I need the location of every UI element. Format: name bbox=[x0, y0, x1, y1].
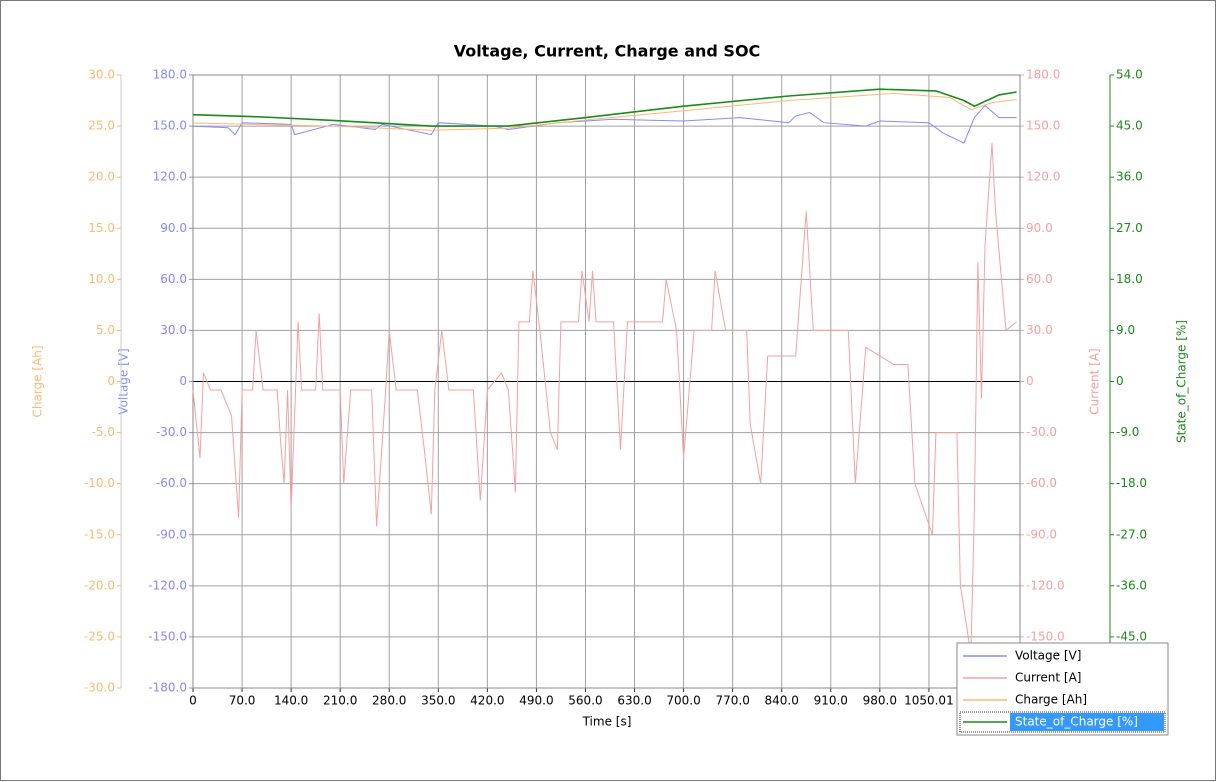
y-tick-label: 0 bbox=[179, 374, 187, 388]
y-tick-label: 15.0 bbox=[88, 221, 115, 235]
y-tick-label: -36.0 bbox=[1116, 578, 1147, 592]
x-tick-label: 560.0 bbox=[568, 694, 602, 708]
x-tick-label: 0 bbox=[189, 694, 197, 708]
legend-label: Voltage [V] bbox=[1015, 649, 1081, 663]
x-tick-label: 210.0 bbox=[323, 694, 357, 708]
x-tick-label: 700.0 bbox=[666, 694, 700, 708]
y-tick-label: 180.0 bbox=[153, 68, 187, 82]
y-tick-label: -5.0 bbox=[92, 425, 115, 439]
x-tick-label: 490.0 bbox=[519, 694, 553, 708]
series-line bbox=[192, 92, 1017, 131]
x-tick-label: 910.0 bbox=[814, 694, 848, 708]
y-tick-label: 27.0 bbox=[1116, 221, 1143, 235]
x-tick-label: 1050.01 bbox=[904, 694, 954, 708]
legend-label: Current [A] bbox=[1015, 671, 1081, 685]
y-tick-label: -20.0 bbox=[84, 578, 115, 592]
y-tick-label: 90.0 bbox=[1026, 221, 1053, 235]
y-tick-label: 18.0 bbox=[1116, 272, 1143, 286]
y-tick-label: 30.0 bbox=[88, 68, 115, 82]
y-axis-title: Charge [Ah] bbox=[31, 345, 45, 417]
y-tick-label: 9.0 bbox=[1116, 323, 1135, 337]
y-axis-title: State_of_Charge [%] bbox=[1175, 320, 1189, 443]
y-tick-label: -90.0 bbox=[156, 527, 187, 541]
x-tick-label: 140.0 bbox=[274, 694, 308, 708]
y-tick-label: -30.0 bbox=[84, 681, 115, 695]
y-tick-label: 0 bbox=[107, 374, 115, 388]
y-tick-label: 0 bbox=[1026, 374, 1034, 388]
y-tick-label: -30.0 bbox=[1026, 425, 1057, 439]
y-tick-label: 25.0 bbox=[88, 119, 115, 133]
y-axis-title: Voltage [V] bbox=[117, 348, 131, 414]
plot-border bbox=[192, 74, 1021, 689]
x-tick-label: 420.0 bbox=[470, 694, 504, 708]
x-tick-label: 980.0 bbox=[863, 694, 897, 708]
y-tick-label: 150.0 bbox=[1026, 119, 1060, 133]
y-tick-label: 54.0 bbox=[1116, 68, 1143, 82]
y-tick-label: 120.0 bbox=[153, 170, 187, 184]
series-line bbox=[192, 104, 1017, 144]
y-tick-label: -27.0 bbox=[1116, 527, 1147, 541]
y-tick-label: 0 bbox=[1116, 374, 1124, 388]
y-tick-label: -120.0 bbox=[148, 578, 187, 592]
y-tick-label: 120.0 bbox=[1026, 170, 1060, 184]
y-tick-label: -10.0 bbox=[84, 476, 115, 490]
y-tick-label: 30.0 bbox=[1026, 323, 1053, 337]
y-tick-label: 30.0 bbox=[160, 323, 187, 337]
legend-label: State_of_Charge [%] bbox=[1015, 715, 1138, 729]
y-tick-label: -150.0 bbox=[1026, 629, 1065, 643]
y-tick-label: 90.0 bbox=[160, 221, 187, 235]
x-tick-label: 280.0 bbox=[372, 694, 406, 708]
x-tick-label: 350.0 bbox=[421, 694, 455, 708]
legend-selected bbox=[1010, 713, 1164, 731]
x-tick-label: 630.0 bbox=[617, 694, 651, 708]
chart-title: Voltage, Current, Charge and SOC bbox=[454, 42, 761, 61]
x-tick-label: 770.0 bbox=[715, 694, 749, 708]
legend-label: Charge [Ah] bbox=[1015, 693, 1087, 707]
x-tick-label: 840.0 bbox=[765, 694, 799, 708]
y-tick-label: 45.0 bbox=[1116, 119, 1143, 133]
x-axis-title: Time [s] bbox=[582, 715, 632, 729]
y-tick-label: 5.0 bbox=[96, 323, 115, 337]
y-tick-label: -180.0 bbox=[148, 681, 187, 695]
y-tick-label: 150.0 bbox=[153, 119, 187, 133]
y-tick-label: 10.0 bbox=[88, 272, 115, 286]
x-tick-label: 70.0 bbox=[229, 694, 256, 708]
y-tick-label: -15.0 bbox=[84, 527, 115, 541]
y-tick-label: -120.0 bbox=[1026, 578, 1065, 592]
series-line bbox=[192, 143, 1017, 654]
y-tick-label: 20.0 bbox=[88, 170, 115, 184]
y-tick-label: -30.0 bbox=[156, 425, 187, 439]
y-tick-label: -9.0 bbox=[1116, 425, 1139, 439]
y-axis-title: Current [A] bbox=[1088, 348, 1102, 414]
y-tick-label: -18.0 bbox=[1116, 476, 1147, 490]
y-tick-label: 36.0 bbox=[1116, 170, 1143, 184]
y-tick-label: -90.0 bbox=[1026, 527, 1057, 541]
y-tick-label: -150.0 bbox=[148, 629, 187, 643]
y-tick-label: 60.0 bbox=[1026, 272, 1053, 286]
y-tick-label: -25.0 bbox=[84, 629, 115, 643]
y-tick-label: 60.0 bbox=[160, 272, 187, 286]
y-tick-label: 180.0 bbox=[1026, 68, 1060, 82]
y-tick-label: -60.0 bbox=[156, 476, 187, 490]
series-line bbox=[192, 88, 1017, 127]
y-tick-label: -45.0 bbox=[1116, 629, 1147, 643]
y-tick-label: -60.0 bbox=[1026, 476, 1057, 490]
